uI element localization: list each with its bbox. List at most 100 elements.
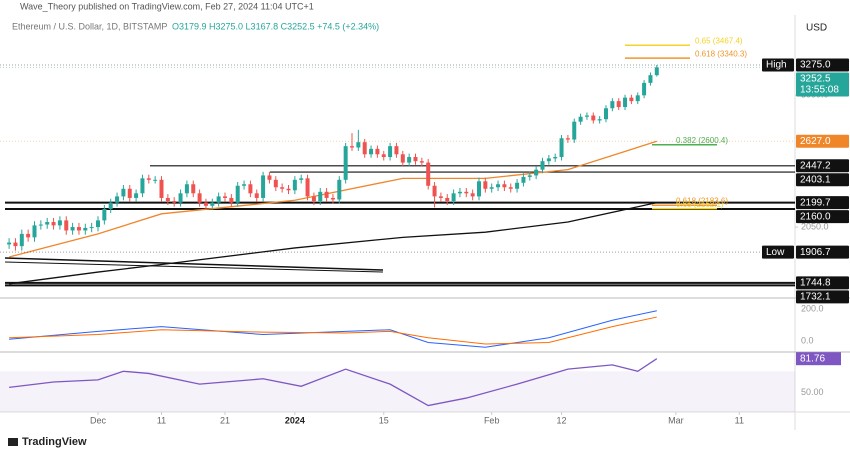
- candle-body: [438, 196, 443, 198]
- candle-body: [540, 161, 545, 170]
- candle-body: [623, 97, 628, 108]
- y-tick-label: 2050.0: [801, 221, 829, 231]
- candle-body: [191, 184, 196, 194]
- candle-body: [280, 187, 285, 189]
- candle-body: [381, 154, 386, 158]
- candle-body: [565, 138, 570, 140]
- candle-body: [51, 222, 56, 226]
- candle-body: [559, 138, 564, 158]
- price-tag-bg: [796, 245, 849, 259]
- price-tag-bg: [796, 210, 849, 224]
- candle-body: [642, 82, 647, 96]
- candle-body: [400, 154, 405, 163]
- candle-body: [521, 176, 526, 183]
- trendline: [4, 261, 384, 273]
- published: Wave_Theory published on TradingView.com…: [20, 1, 314, 11]
- ohlc: O3179.9 H3275.0 L3167.8 C3252.5 +74.5 (+…: [172, 21, 379, 31]
- candle-body: [502, 184, 507, 188]
- price-tag-bg: [796, 290, 849, 304]
- x-tick-label: 12: [557, 415, 567, 425]
- x-tick-label: 11: [735, 415, 744, 425]
- candle-body: [165, 197, 170, 202]
- candle-body: [445, 197, 450, 202]
- candle-body: [235, 185, 240, 203]
- candle-body: [248, 184, 253, 194]
- candle-body: [330, 197, 335, 200]
- price-tag: 3275.0: [800, 60, 831, 71]
- candle-body: [102, 208, 107, 221]
- rsi-tag-bg: [796, 352, 841, 366]
- price-tag: 2199.7: [800, 197, 831, 208]
- candle-body: [343, 146, 348, 180]
- candle-body: [311, 196, 316, 202]
- candle-body: [470, 193, 475, 197]
- x-tick-label: Mar: [668, 415, 684, 425]
- candle-body: [13, 242, 18, 247]
- candle-body: [591, 115, 596, 121]
- candle-body: [159, 179, 164, 198]
- candle-body: [45, 222, 50, 225]
- candle-body: [89, 227, 94, 229]
- candle-body: [19, 233, 24, 247]
- price-tag: 2447.2: [800, 160, 831, 171]
- price-tag: 1732.1: [800, 291, 831, 302]
- price-tag-bg: [796, 159, 849, 173]
- candle-body: [203, 202, 208, 206]
- logo: [8, 438, 18, 446]
- candle-body: [413, 157, 418, 162]
- candle-body: [457, 191, 462, 194]
- price-tag: 2627.0: [800, 136, 831, 147]
- rsi-line: [9, 358, 658, 407]
- price-tag-sub: 13:55:08: [800, 85, 839, 96]
- candle-body: [76, 227, 81, 231]
- candle-body: [369, 148, 374, 155]
- x-tick-label: Dec: [90, 415, 107, 425]
- candle-body: [26, 233, 31, 238]
- price-tag: 1744.8: [800, 277, 831, 288]
- price-tag: 2403.1: [800, 174, 831, 185]
- candle-body: [153, 179, 158, 181]
- candle-body: [242, 184, 247, 186]
- candle-body: [527, 175, 532, 177]
- candle-body: [115, 196, 120, 203]
- x-tick-label: 11: [157, 415, 166, 425]
- candle-body: [654, 67, 659, 76]
- candle-body: [407, 157, 412, 163]
- fib-label: 0.65 (3467.4): [695, 36, 743, 45]
- candle-body: [496, 184, 501, 188]
- x-tick-label: Feb: [484, 415, 500, 425]
- candle-body: [534, 169, 539, 176]
- macd-line: [9, 316, 657, 345]
- candle-body: [223, 196, 227, 198]
- candle-body: [604, 108, 608, 120]
- candle-body: [337, 179, 342, 200]
- x-tick-label: 15: [379, 415, 389, 425]
- rsi-tag: 81.76: [800, 353, 825, 364]
- candle-body: [83, 227, 88, 231]
- candle-body: [254, 193, 259, 198]
- candle-body: [464, 191, 469, 194]
- candle-body: [553, 157, 558, 159]
- candle-body: [324, 191, 329, 198]
- trendline: [4, 257, 384, 271]
- candle-body: [616, 101, 621, 108]
- candle-body: [419, 161, 424, 163]
- candle-body: [121, 188, 126, 197]
- candle-body: [477, 181, 481, 197]
- candle-body: [610, 101, 615, 109]
- candle-body: [508, 187, 513, 189]
- candle-body: [394, 146, 399, 155]
- tag-bg: [762, 58, 794, 72]
- price-tag-bg: [796, 72, 849, 97]
- candle-body: [648, 75, 653, 83]
- candle-body: [375, 148, 380, 155]
- moving-average: [9, 201, 657, 285]
- tag: High: [766, 60, 787, 71]
- price-tag: 2160.0: [800, 211, 831, 222]
- candle-body: [7, 242, 12, 245]
- candle-body: [584, 115, 589, 117]
- moving-average: [8, 140, 657, 258]
- price-tag-bg: [796, 58, 849, 72]
- macd-tick-label: 200.0: [801, 303, 824, 313]
- fib-label: 0.618 (2183.6): [676, 196, 728, 205]
